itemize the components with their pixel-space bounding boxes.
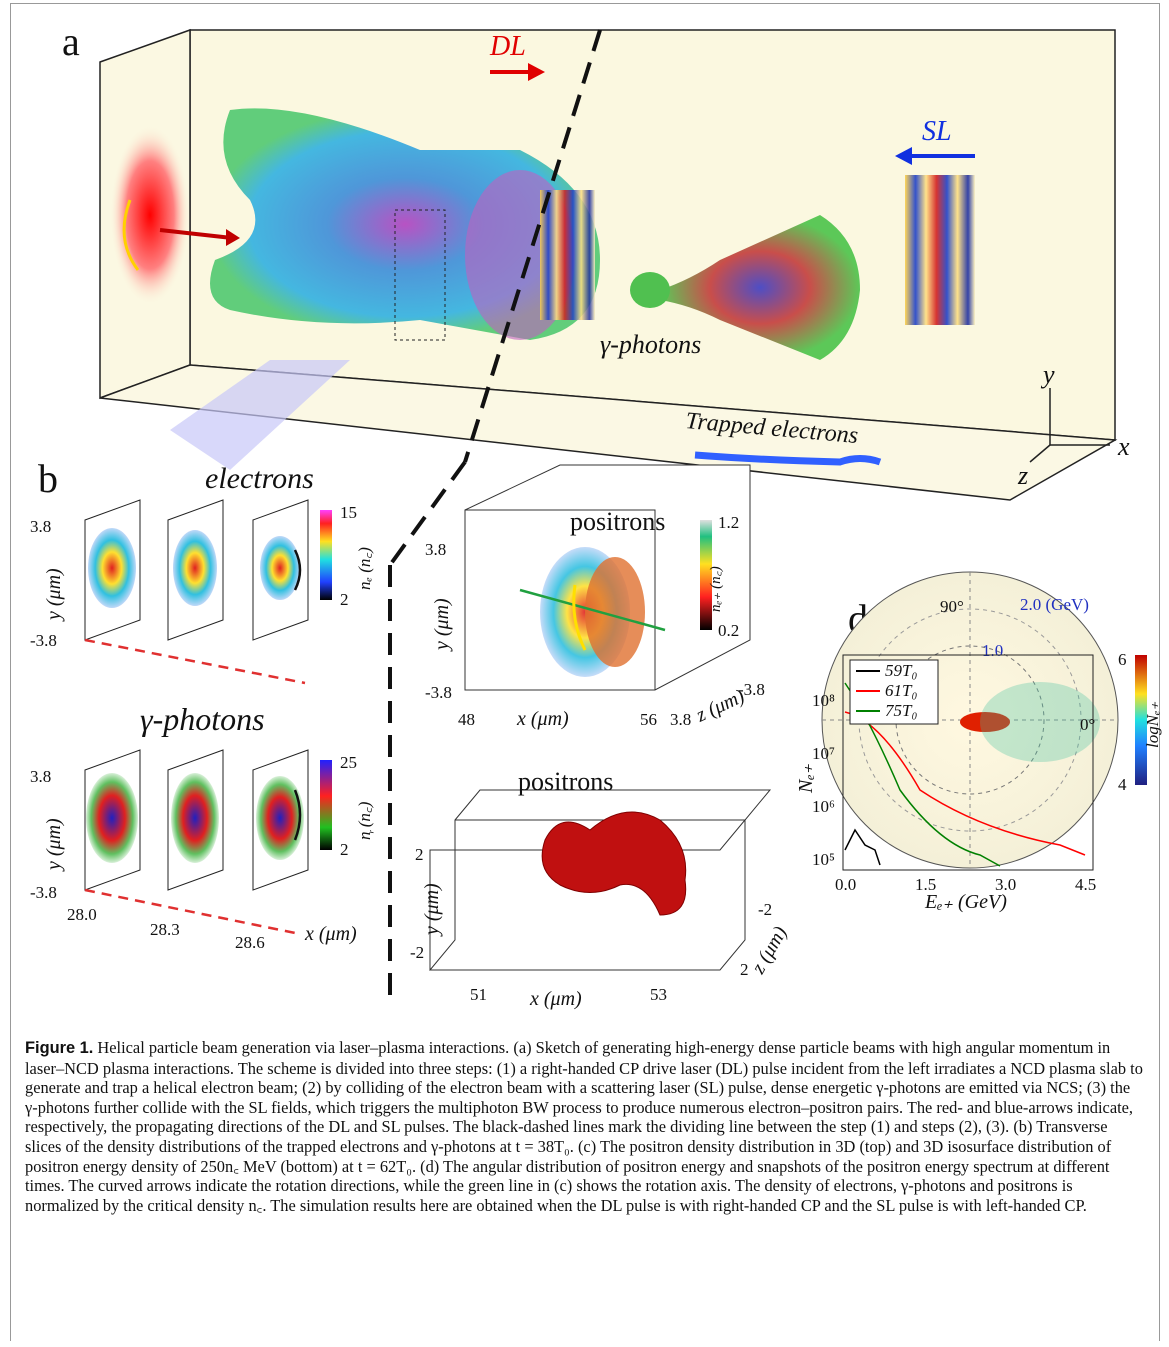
x-tick-label: 0.0: [835, 875, 856, 894]
sl-pulse: [905, 175, 975, 325]
x-axis: [85, 640, 305, 683]
colorbar: [320, 760, 332, 850]
panel-label: a: [62, 19, 80, 64]
x-tick-label: 4.5: [1075, 875, 1096, 894]
z-label: z (μm): [692, 685, 748, 727]
cbar-tick-label: 1.2: [718, 513, 739, 532]
y-tick-label: 2: [415, 845, 424, 864]
panel-c: c positrons 1.2 0.2 nₑ₊ (n꜀) 3.8 -3.8 y …: [410, 465, 792, 1010]
panel-title: positrons: [518, 767, 613, 796]
slice-image: [256, 776, 304, 860]
gamma-tail: [630, 272, 670, 308]
axis-label: z: [1017, 461, 1028, 490]
legend-label: 61T₀: [885, 681, 917, 700]
slice-image: [88, 528, 136, 608]
cbar-label: nₑ (n꜀): [355, 547, 374, 590]
y-label: y (μm): [421, 883, 443, 937]
figure: DL γ-photons SL Trapped electrons a y x …: [0, 0, 1169, 1030]
x-tick-label: 28.6: [235, 933, 265, 952]
cbar-tick-label: 15: [340, 503, 357, 522]
x-axis: [85, 890, 300, 934]
dl-label: DL: [489, 31, 526, 62]
y-label: y (μm): [431, 598, 453, 652]
z-tick-label: 2: [740, 960, 749, 979]
legend-label: 75T₀: [885, 701, 917, 720]
caption-text: Helical particle beam generation via las…: [25, 1038, 1143, 1215]
z-tick-label: 3.8: [670, 710, 691, 729]
positron-density: [585, 557, 645, 667]
cbar-tick-label: 25: [340, 753, 357, 772]
gamma-label: γ-photons: [600, 330, 701, 359]
x-tick-label: 53: [650, 985, 667, 1004]
x-label: x (μm): [516, 708, 569, 730]
polar-label: 1.0: [982, 641, 1003, 660]
y-label: y (μm): [43, 568, 65, 622]
polar-label: 90°: [940, 597, 964, 616]
x-label: x (μm): [529, 988, 582, 1010]
panel-label: b: [38, 456, 58, 501]
caption-label: Figure 1.: [25, 1039, 93, 1057]
x-tick-label: 51: [470, 985, 487, 1004]
cbar-label: logNₑ₊: [1143, 701, 1162, 748]
x-tick-label: 56: [640, 710, 657, 729]
polar-label: 2.0 (GeV): [1020, 595, 1089, 614]
laser-spot: [110, 125, 190, 305]
x-label: Eₑ₊ (GeV): [924, 891, 1007, 913]
caption: Figure 1. Helical particle beam generati…: [25, 1038, 1145, 1215]
x-tick-label: 28.0: [67, 905, 97, 924]
spectrum-line: [845, 830, 880, 865]
z-label: z (μm): [747, 922, 792, 978]
photon-slices: 3.8 -3.8 y (μm) 28.0 28.3 28.6 x (μm) 25…: [30, 750, 374, 952]
slice-image: [171, 773, 219, 863]
z-tick-label: -2: [758, 900, 772, 919]
axis-label: x: [1117, 432, 1130, 461]
cbar-tick-label: 0.2: [718, 621, 739, 640]
panel-title: γ-photons: [140, 701, 265, 737]
panel-b: b electrons 3.8 -3.8 y (μm) 15 2 nₑ (n꜀)…: [30, 360, 374, 952]
y-tick-label: 10⁷: [812, 744, 835, 763]
slice-image: [86, 773, 138, 863]
y-tick-label: -3.8: [30, 883, 57, 902]
cbar-tick-label: 2: [340, 840, 349, 859]
y-tick-label: 3.8: [30, 517, 51, 536]
y-tick-label: -3.8: [30, 631, 57, 650]
cbar-tick-label: 6: [1118, 650, 1127, 669]
axis-label: y: [1040, 360, 1055, 389]
panel-title: electrons: [205, 462, 314, 495]
cbar-label: nₑ₊ (n꜀): [708, 566, 724, 612]
colorbar: [320, 510, 332, 600]
y-tick-label: 10⁶: [812, 797, 835, 816]
sl-label: SL: [922, 116, 952, 147]
y-tick-label: -2: [410, 943, 424, 962]
y-tick-label: 3.8: [425, 540, 446, 559]
y-tick-label: 10⁸: [812, 691, 835, 710]
cbar-label: n᷊ (n꜀): [355, 801, 374, 840]
slice-image: [173, 530, 217, 606]
dl-pulse: [540, 190, 595, 320]
y-tick-label: 3.8: [30, 767, 51, 786]
y-tick-label: -3.8: [425, 683, 452, 702]
panel-d: d 90° 2.0 (GeV) 1.0 0° 6 4 logNₑ₊ 59T₀ 6…: [795, 572, 1162, 913]
y-label: Nₑ₊: [795, 763, 817, 794]
cbar-tick-label: 2: [340, 590, 349, 609]
slice-image: [260, 536, 300, 600]
y-tick-label: 10⁵: [812, 850, 835, 869]
x-label: x (μm): [304, 923, 357, 945]
legend-label: 59T₀: [885, 661, 917, 680]
panel-title: positrons: [570, 507, 665, 536]
electron-slices: 3.8 -3.8 y (μm) 15 2 nₑ (n꜀): [30, 500, 374, 683]
y-label: y (μm): [43, 818, 65, 872]
x-tick-label: 28.3: [150, 920, 180, 939]
cbar-tick-label: 4: [1118, 775, 1127, 794]
x-tick-label: 48: [458, 710, 475, 729]
